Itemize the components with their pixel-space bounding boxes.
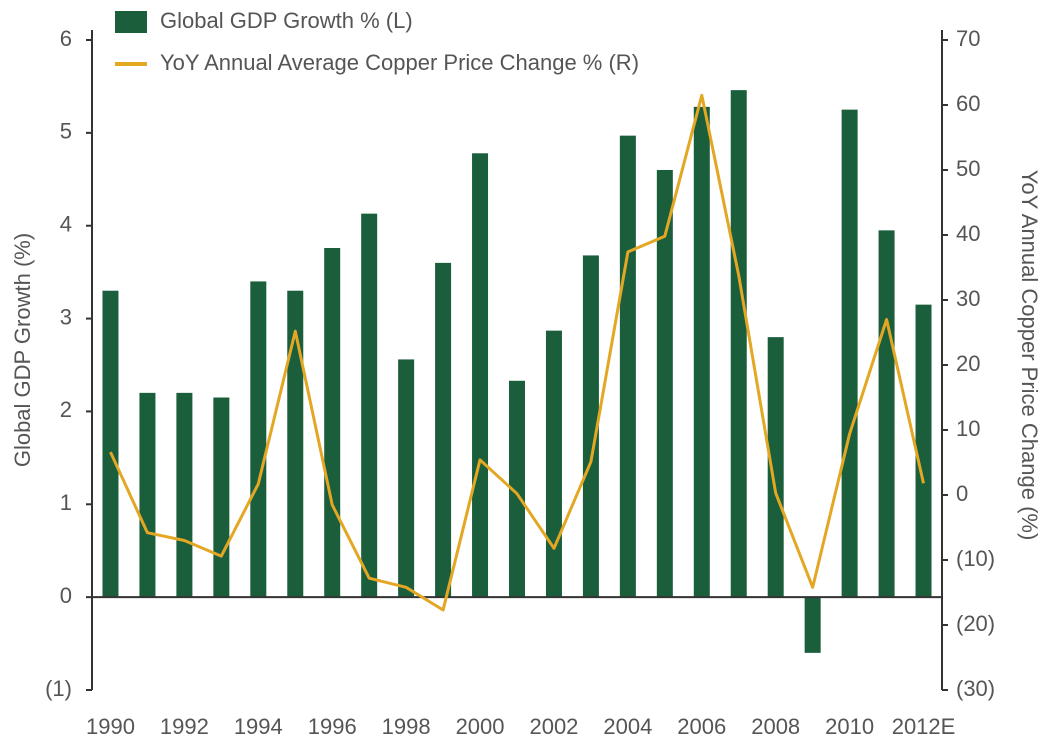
- x-tick-label: 2000: [456, 714, 505, 739]
- x-tick-label: 1996: [308, 714, 357, 739]
- bar: [213, 397, 230, 598]
- y2-tick-label: 50: [956, 156, 980, 181]
- bar: [398, 359, 415, 598]
- y2-tick-label: 10: [956, 416, 980, 441]
- line: [109, 93, 925, 612]
- y-tick-label: 3: [60, 304, 72, 329]
- bar: [545, 330, 562, 598]
- legend-label: YoY Annual Average Copper Price Change %…: [160, 50, 639, 75]
- bar: [730, 90, 747, 598]
- bar: [582, 255, 599, 598]
- bar: [693, 106, 710, 598]
- x-tick-label: 1990: [86, 714, 135, 739]
- bar: [287, 290, 304, 598]
- bar: [435, 262, 452, 598]
- y2-tick-label: 0: [956, 481, 968, 506]
- y-tick-label: 2: [60, 397, 72, 422]
- y-tick-label: 5: [60, 119, 72, 144]
- legend-label: Global GDP Growth % (L): [160, 8, 413, 33]
- bar: [324, 248, 341, 598]
- x-tick-label: 2004: [603, 714, 652, 739]
- y-axis-label: Global GDP Growth (%): [10, 233, 35, 467]
- bar: [176, 392, 193, 598]
- x-tick-label: 2008: [751, 714, 800, 739]
- y-tick-label: 0: [60, 583, 72, 608]
- y2-tick-label: 40: [956, 221, 980, 246]
- x-tick-label: 1992: [160, 714, 209, 739]
- x-tick-label: 1998: [382, 714, 431, 739]
- y-tick-label: (1): [45, 676, 72, 701]
- bar: [878, 230, 895, 598]
- y2-tick-label: (30): [956, 676, 995, 701]
- y-tick-label: 1: [60, 490, 72, 515]
- y2-tick-label: 30: [956, 286, 980, 311]
- y2-tick-label: 60: [956, 91, 980, 116]
- bar: [804, 597, 821, 653]
- y2-tick-label: 70: [956, 26, 980, 51]
- bar: [139, 392, 156, 598]
- x-tick-label: 2010: [825, 714, 874, 739]
- bar: [619, 135, 636, 598]
- bar: [472, 153, 489, 598]
- y2-tick-label: 20: [956, 351, 980, 376]
- bar: [361, 213, 378, 598]
- bar: [509, 380, 525, 598]
- y2-tick-label: (10): [956, 546, 995, 571]
- bar: [767, 337, 784, 598]
- x-tick-label: 1994: [234, 714, 283, 739]
- bar: [841, 109, 858, 598]
- y-tick-label: 6: [60, 26, 72, 51]
- y2-axis-label: YoY Annual Copper Price Change (%): [1017, 170, 1042, 541]
- x-tick-label: 2006: [677, 714, 726, 739]
- bar: [656, 170, 673, 598]
- bar: [915, 304, 932, 598]
- x-tick-label: 2012E: [892, 714, 956, 739]
- legend-swatch: [115, 11, 147, 33]
- bar: [250, 281, 267, 598]
- x-tick-label: 2002: [529, 714, 578, 739]
- bar: [102, 290, 119, 598]
- y2-tick-label: (20): [956, 611, 995, 636]
- y-tick-label: 4: [60, 212, 72, 237]
